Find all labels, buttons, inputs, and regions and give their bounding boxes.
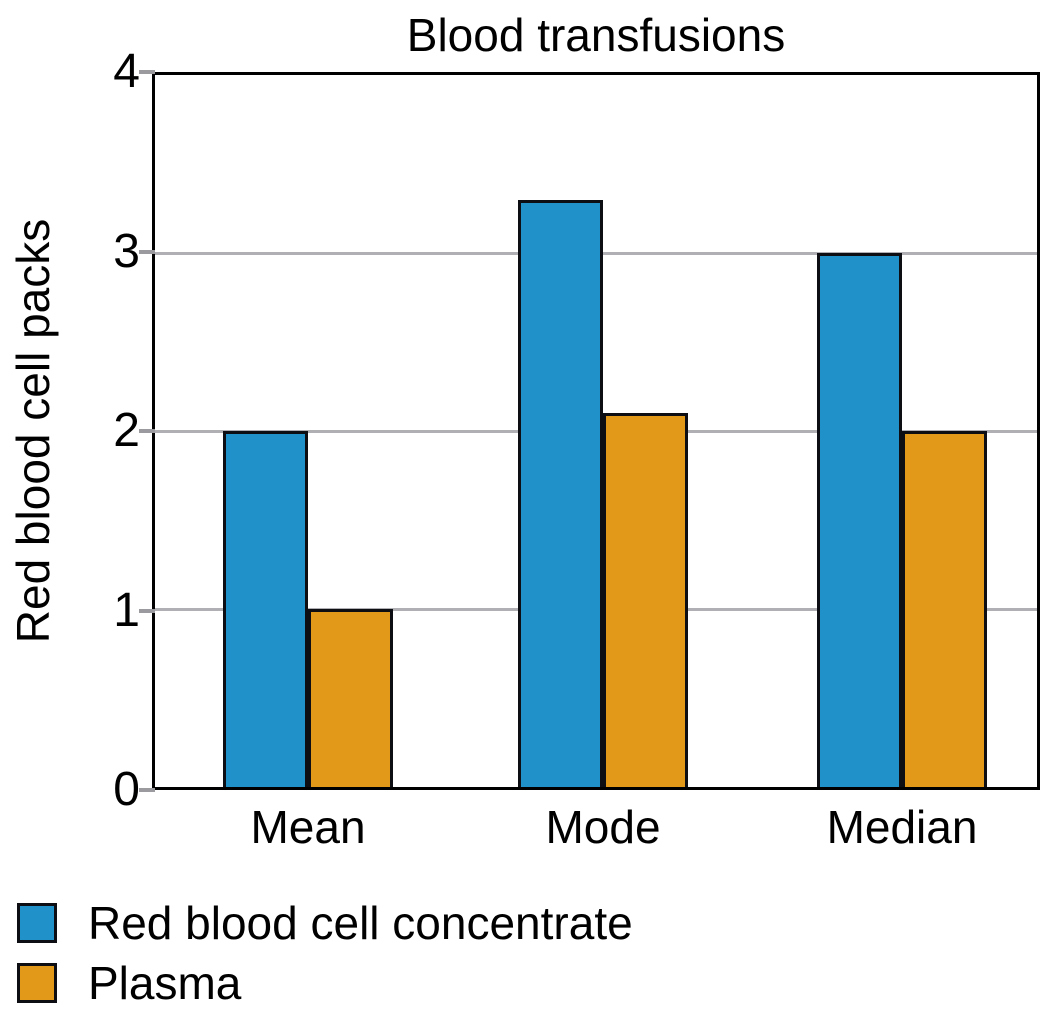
y-tick-label-2: 2 — [113, 404, 140, 457]
bar-red-blood-cell-concentrate-mean — [223, 431, 308, 787]
bar-plasma-mean — [308, 609, 393, 787]
y-tick-3 — [139, 249, 155, 254]
y-tick-label-3: 3 — [113, 224, 140, 278]
y-tick-2 — [139, 429, 155, 433]
chart-title: Blood transfusions — [406, 9, 786, 61]
bar-red-blood-cell-concentrate-median — [817, 253, 902, 787]
legend-swatch-red-blood-cell-concentrate — [17, 903, 57, 943]
legend: Red blood cell concentrate Plasma — [17, 897, 633, 1023]
x-category-label-mode: Mode — [545, 801, 661, 853]
y-tick-4 — [139, 70, 155, 74]
legend-swatch-plasma — [17, 963, 57, 1003]
legend-item-plasma: Plasma — [17, 957, 633, 1009]
x-category-label-median: Median — [826, 801, 978, 853]
plot-area — [152, 72, 1040, 790]
y-tick-0 — [139, 788, 155, 792]
legend-label-red-blood-cell-concentrate: Red blood cell concentrate — [88, 897, 633, 949]
bar-plasma-mode — [603, 413, 688, 787]
legend-item-red-blood-cell-concentrate: Red blood cell concentrate — [17, 897, 633, 949]
legend-label-plasma: Plasma — [88, 957, 242, 1009]
bar-plasma-median — [902, 431, 987, 787]
y-tick-label-4: 4 — [113, 45, 140, 98]
y-tick-label-0: 0 — [113, 763, 140, 816]
y-tick-1 — [139, 608, 155, 613]
y-tick-label-1: 1 — [113, 583, 140, 637]
x-category-label-mean: Mean — [250, 801, 366, 853]
bar-red-blood-cell-concentrate-mode — [518, 200, 603, 787]
